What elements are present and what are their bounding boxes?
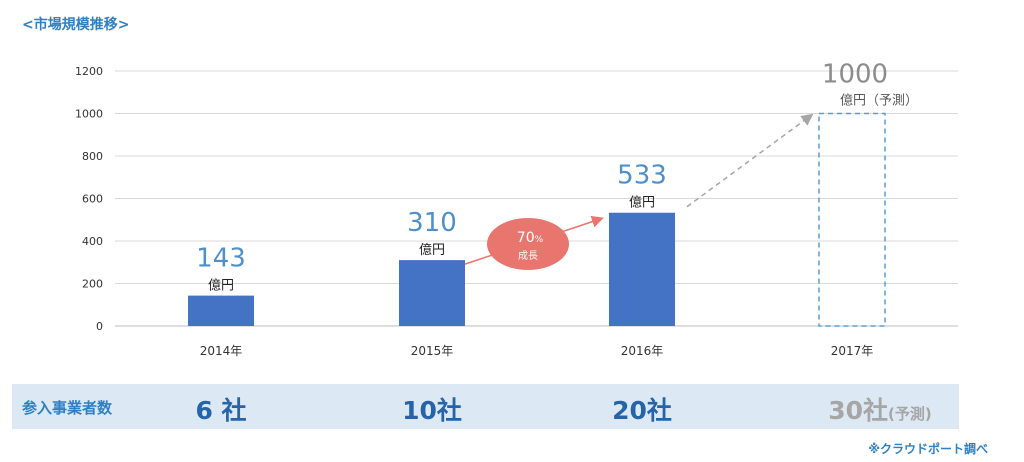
x-category-label: 2015年 (411, 344, 454, 358)
y-tick-label: 200 (82, 278, 103, 291)
growth-bubble (487, 218, 569, 270)
source-note: ※クラウドポート調べ (868, 442, 988, 456)
bar-value-label: 533 (617, 161, 667, 191)
participants-label: 参入事業者数 (22, 399, 113, 417)
growth-text: 成長 (518, 250, 538, 262)
gridlines (115, 70, 958, 327)
bar (399, 260, 465, 326)
participants-band (12, 384, 959, 429)
bar-chart: 0 200 400 600 800 1000 1200 70% 成長 143 億円 310 億円 53… (75, 60, 958, 358)
bar-value-label: 310 (407, 208, 457, 238)
bar-value-label: 143 (196, 244, 246, 274)
bar-value-label: 1000 (822, 60, 888, 90)
y-tick-label: 1000 (75, 108, 103, 121)
y-tick-label: 0 (96, 320, 103, 333)
x-category-label: 2016年 (621, 344, 664, 358)
participants-forecast-suffix: (予測) (888, 405, 932, 423)
bar-forecast (818, 112, 886, 327)
y-tick-label: 800 (82, 150, 103, 163)
growth-percent-value: 70 (517, 230, 535, 246)
x-axis-categories: 2014年 2015年 2016年 2017年 (200, 344, 874, 358)
bar-unit-label: 億円 (419, 242, 445, 258)
forecast-arrow (686, 113, 814, 208)
growth-percent: 70% (517, 230, 544, 246)
bar (609, 212, 675, 326)
bar-unit-label: 億円（予測） (840, 93, 918, 109)
y-tick-label: 400 (82, 235, 103, 248)
y-tick-label: 600 (82, 193, 103, 206)
bars (188, 112, 886, 327)
bar-unit-label: 億円 (629, 195, 655, 211)
participants-count-2017-value: 30社 (828, 396, 889, 425)
bar-unit-label: 億円 (208, 278, 234, 294)
x-category-label: 2014年 (200, 344, 243, 358)
participants-count-2017: 30社(予測) (828, 391, 932, 427)
y-tick-label: 1200 (75, 65, 103, 78)
growth-percent-sign: % (535, 235, 544, 245)
page-title: <市場規模推移> (22, 17, 130, 33)
x-category-label: 2017年 (831, 344, 874, 358)
arrows: 70% 成長 (464, 113, 814, 270)
bar-labels: 143 億円 310 億円 533 億円 1000 億円（予測） (196, 60, 918, 294)
participants-count-2015: 10社 (402, 396, 462, 425)
participants-count-2016: 20社 (612, 396, 672, 425)
participants-count-2014: 6 社 (195, 396, 247, 425)
bar (188, 295, 254, 326)
y-axis-ticks: 0 200 400 600 800 1000 1200 (75, 65, 103, 333)
